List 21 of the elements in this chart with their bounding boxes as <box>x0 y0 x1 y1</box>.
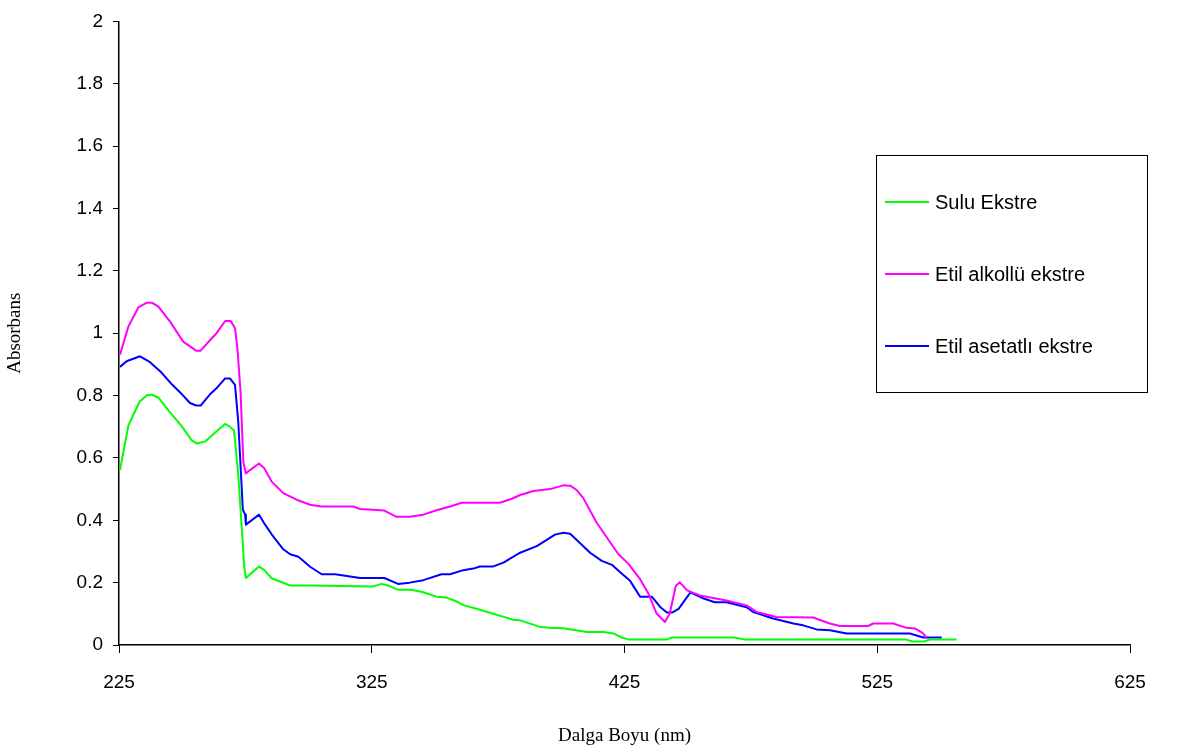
x-tick-label: 225 <box>103 670 135 692</box>
y-tick-label: 1.2 <box>76 259 103 281</box>
y-tick-label: 0.4 <box>76 508 104 530</box>
y-tick-label: 0.2 <box>76 570 103 592</box>
x-tick-label: 625 <box>1114 670 1146 692</box>
y-tick-label: 1.6 <box>76 134 103 156</box>
x-tick-label: 525 <box>861 670 894 692</box>
y-tick-label: 0.8 <box>76 383 103 405</box>
legend-label: Etil alkollü ekstre <box>935 262 1086 286</box>
x-axis-title: Dalga Boyu (nm) <box>558 723 691 746</box>
y-tick-label: 1.4 <box>76 196 104 218</box>
y-tick-label: 1.8 <box>76 71 103 93</box>
y-axis-title: Absorbans <box>3 292 25 374</box>
x-tick-label: 325 <box>355 670 388 692</box>
legend-label: Etil asetatlı ekstre <box>935 334 1093 358</box>
y-tick-label: 0.6 <box>76 446 103 468</box>
legend-label: Sulu Ekstre <box>935 190 1038 214</box>
y-tick-label: 2 <box>92 9 103 31</box>
y-tick-label: 0 <box>92 633 103 655</box>
x-tick-label: 425 <box>608 670 641 692</box>
y-tick-label: 1 <box>92 321 103 343</box>
